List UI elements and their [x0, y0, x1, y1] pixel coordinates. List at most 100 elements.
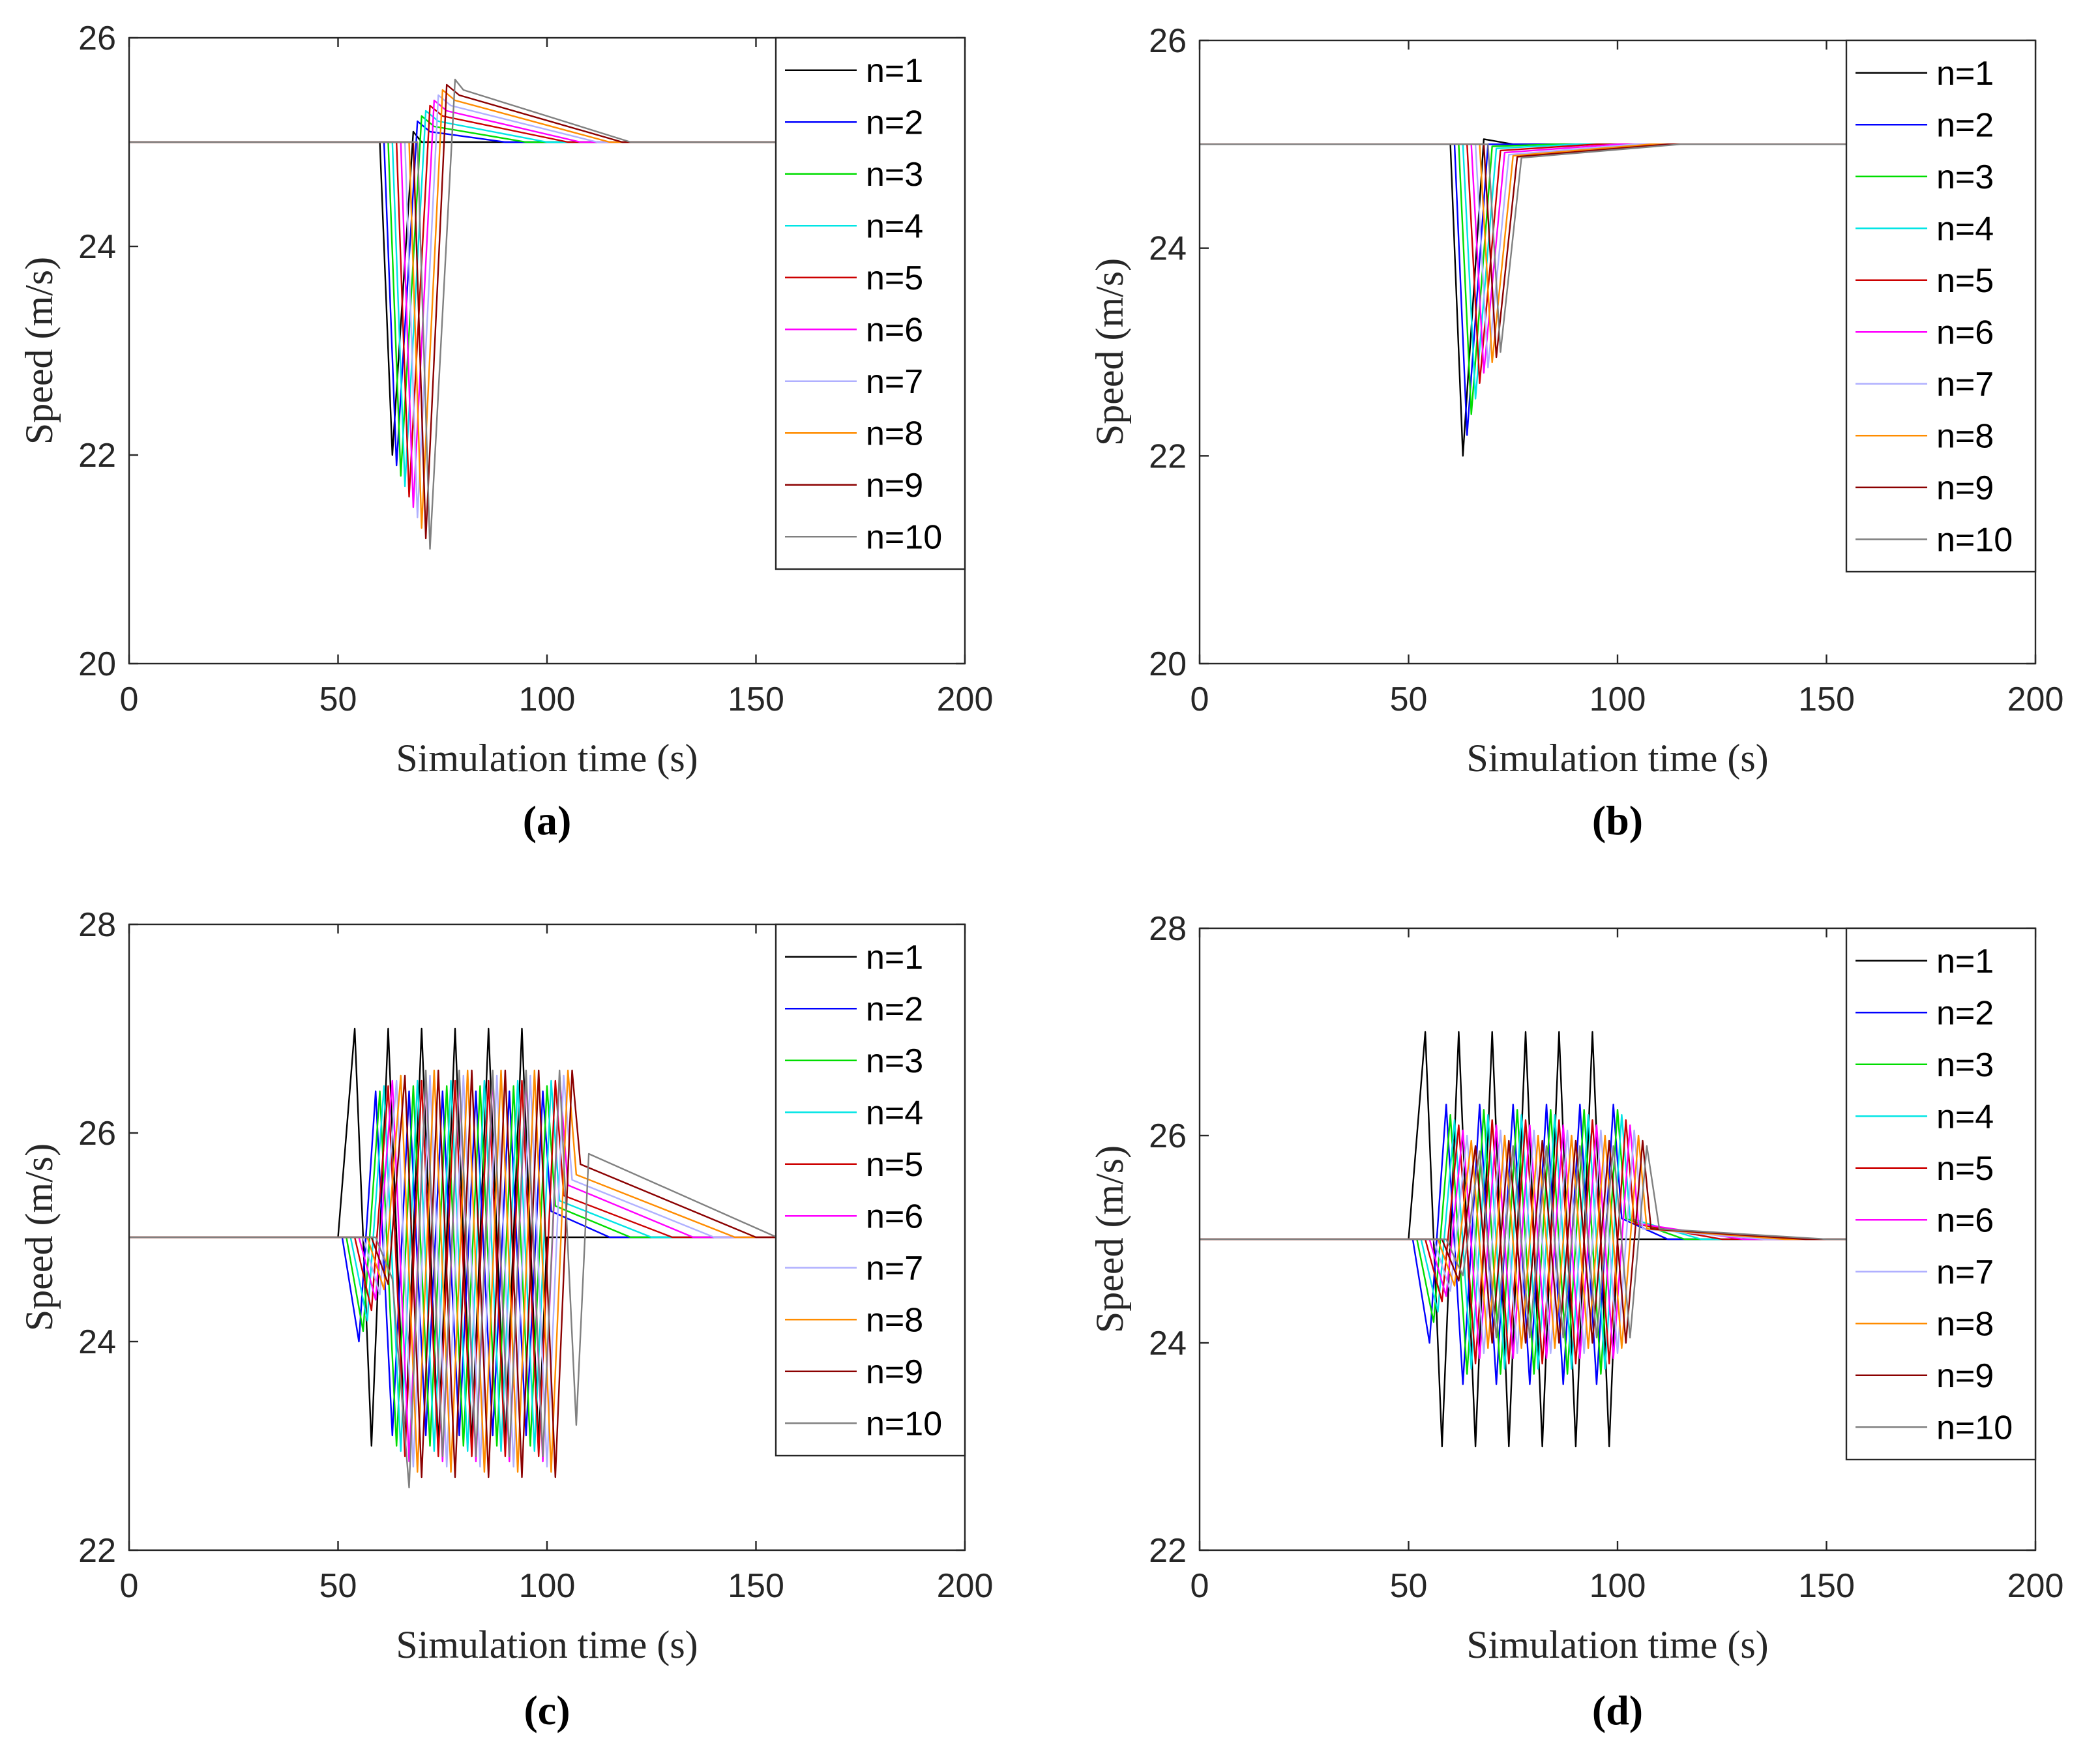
legend-entry-label: n=8 [1936, 1305, 1994, 1343]
x-tick-label: 150 [1798, 681, 1855, 718]
legend-entry-label: n=6 [866, 1198, 923, 1235]
legend-entry-label: n=4 [866, 207, 923, 245]
y-tick-label: 24 [78, 228, 116, 266]
legend-entry-label: n=2 [866, 990, 923, 1028]
chart-panel: 0 50 100 150 200 20 22 24 26 Simulation time (s) S… [1088, 22, 2063, 844]
legend-entry-label: n=3 [1936, 158, 1994, 196]
x-axis-label: Simulation time (s) [1466, 737, 1768, 780]
legend: n=1 n=2 n=3 n=4 n=5 n=6 n=7 n=8 n=9 n=10 [775, 37, 966, 570]
legend-entry-label: n=2 [1936, 994, 1994, 1032]
legend-entry-label: n=1 [1936, 943, 1994, 980]
series-line [129, 1069, 965, 1478]
panel-label: (b) [1592, 797, 1643, 844]
series-group [1200, 138, 2035, 457]
legend-entry-label: n=7 [866, 1250, 923, 1287]
y-tick-label: 24 [1149, 1325, 1187, 1362]
series-line [1200, 1145, 2035, 1339]
y-tick-label: 26 [78, 20, 116, 57]
legend-entry-label: n=9 [866, 1353, 923, 1391]
legend-entry-label: n=5 [1936, 262, 1994, 300]
legend-box [775, 37, 966, 570]
legend-entry-label: n=7 [866, 363, 923, 401]
legend-entry-label: n=9 [1936, 1357, 1994, 1395]
x-tick-label: 150 [728, 1567, 784, 1605]
legend-entry-label: n=3 [866, 1042, 923, 1080]
legend-entry-label: n=7 [1936, 1254, 1994, 1291]
panel-label: (c) [524, 1687, 570, 1733]
y-tick-label: 28 [78, 906, 116, 944]
y-axis-label: Speed (m/s) [18, 257, 61, 445]
x-tick-label: 150 [728, 681, 784, 718]
legend-entry-label: n=2 [866, 104, 923, 141]
x-tick-label: 50 [1390, 1567, 1428, 1605]
legend-entry-label: n=8 [866, 1301, 923, 1339]
y-tick-label: 22 [1149, 437, 1187, 475]
legend-entry-label: n=1 [866, 939, 923, 977]
legend-entry-label: n=7 [1936, 366, 1994, 404]
x-tick-label: 50 [1390, 681, 1428, 718]
x-tick-label: 50 [319, 1567, 357, 1605]
legend-entry-label: n=5 [866, 259, 923, 297]
legend-box [1845, 39, 2037, 573]
legend-entry-label: n=6 [1936, 314, 1994, 351]
y-tick-label: 28 [1149, 910, 1187, 948]
x-tick-label: 100 [519, 1567, 576, 1605]
series-line [1200, 143, 2035, 353]
x-tick-label: 0 [120, 681, 139, 718]
y-tick-label: 24 [78, 1323, 116, 1361]
panel-label: (a) [523, 797, 572, 844]
legend-entry-label: n=10 [866, 1405, 942, 1443]
x-tick-label: 150 [1798, 1567, 1855, 1605]
legend-entry-label: n=3 [1936, 1046, 1994, 1084]
y-axis-label: Speed (m/s) [1088, 258, 1131, 446]
y-tick-label: 22 [1149, 1532, 1187, 1570]
legend-entry-label: n=5 [1936, 1150, 1994, 1188]
y-tick-label: 20 [78, 645, 116, 683]
legend-entry-label: n=10 [1936, 521, 2013, 559]
x-tick-label: 100 [519, 681, 576, 718]
legend-entry-label: n=4 [866, 1094, 923, 1132]
legend-entry-label: n=1 [1936, 55, 1994, 93]
legend-entry-label: n=6 [1936, 1201, 1994, 1239]
series-group [129, 78, 965, 550]
series-group [1200, 1031, 2035, 1448]
y-tick-label: 26 [1149, 1117, 1187, 1155]
chart-panel: 0 50 100 150 200 20 22 24 26 Simulation time (s) S… [18, 20, 993, 844]
x-tick-label: 0 [1190, 681, 1209, 718]
x-tick-label: 100 [1590, 681, 1646, 718]
y-axis-label: Speed (m/s) [18, 1143, 61, 1331]
x-tick-label: 100 [1590, 1567, 1646, 1605]
legend: n=1 n=2 n=3 n=4 n=5 n=6 n=7 n=8 n=9 n=10 [1845, 927, 2037, 1461]
y-axis-label: Speed (m/s) [1088, 1145, 1131, 1333]
x-tick-label: 200 [2007, 681, 2064, 718]
y-tick-label: 22 [78, 437, 116, 475]
legend-entry-label: n=8 [1936, 417, 1994, 455]
legend-box [775, 923, 966, 1457]
legend-entry-label: n=10 [866, 518, 942, 556]
legend-box [1845, 927, 2037, 1461]
x-tick-label: 0 [1190, 1567, 1209, 1605]
chart-panel: 0 50 100 150 200 22 24 26 28 Simulation time (s) S… [18, 906, 993, 1733]
legend-entry-label: n=10 [1936, 1409, 2013, 1447]
chart-panel: 0 50 100 150 200 22 24 26 28 Simulation time (s) S… [1088, 910, 2063, 1733]
series-line [129, 78, 965, 550]
x-tick-label: 200 [2007, 1567, 2064, 1605]
legend-entry-label: n=1 [866, 52, 923, 90]
y-tick-label: 24 [1149, 230, 1187, 268]
x-tick-label: 50 [319, 681, 357, 718]
legend: n=1 n=2 n=3 n=4 n=5 n=6 n=7 n=8 n=9 n=10 [1845, 39, 2037, 573]
legend: n=1 n=2 n=3 n=4 n=5 n=6 n=7 n=8 n=9 n=10 [775, 923, 966, 1457]
legend-entry-label: n=9 [866, 467, 923, 505]
y-tick-label: 22 [78, 1532, 116, 1570]
x-tick-label: 0 [120, 1567, 139, 1605]
panel-label: (d) [1592, 1687, 1643, 1733]
x-tick-label: 200 [937, 681, 994, 718]
x-tick-label: 200 [937, 1567, 994, 1605]
y-tick-label: 26 [78, 1115, 116, 1153]
legend-entry-label: n=5 [866, 1146, 923, 1184]
series-line [129, 1069, 965, 1489]
legend-entry-label: n=3 [866, 156, 923, 194]
legend-entry-label: n=6 [866, 311, 923, 349]
legend-entry-label: n=9 [1936, 469, 1994, 507]
